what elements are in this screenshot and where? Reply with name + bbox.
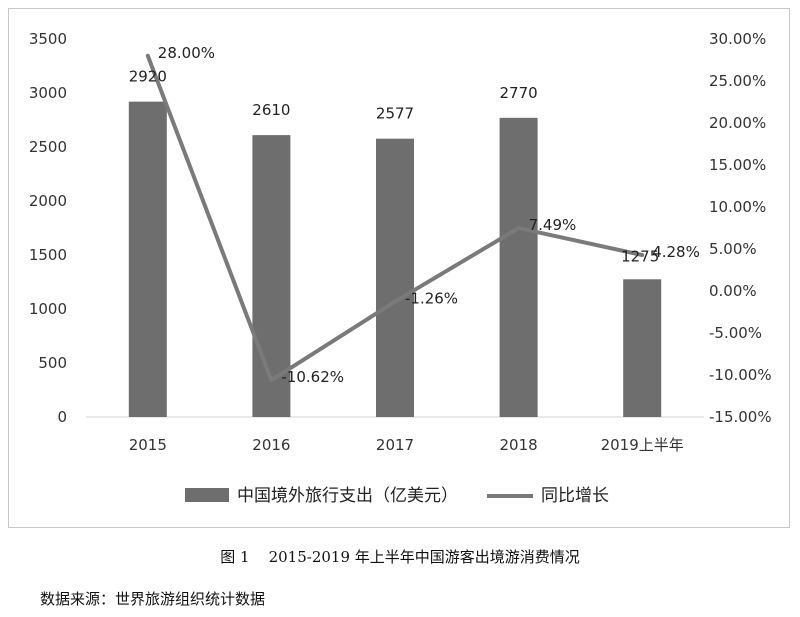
figure-caption: 图 1 2015-2019 年上半年中国游客出境游消费情况 bbox=[220, 548, 580, 566]
growth-value-label: 28.00% bbox=[158, 44, 215, 62]
x-tick-label: 2015 bbox=[129, 436, 167, 454]
y-left-tick-label: 3000 bbox=[29, 84, 67, 102]
line-point bbox=[269, 378, 274, 383]
y-right-tick-label: -10.00% bbox=[709, 366, 772, 384]
bar bbox=[128, 101, 167, 417]
y-right-tick-label: -5.00% bbox=[709, 324, 762, 342]
bar-value-label: 2920 bbox=[129, 68, 167, 86]
x-tick-label: 2018 bbox=[500, 436, 538, 454]
combo-chart: 0 500 1000 1500 2000 2500 3000 3500 -15.00% -10.0… bbox=[29, 30, 772, 506]
data-source-note: 数据来源：世界旅游组织统计数据 bbox=[40, 590, 266, 608]
y-left-tick-label: 2500 bbox=[29, 138, 67, 156]
line-point bbox=[145, 53, 150, 58]
bar-value-label: 2577 bbox=[376, 105, 414, 123]
legend-bar-swatch bbox=[185, 488, 229, 502]
y-right-tick-label: 5.00% bbox=[709, 240, 757, 258]
bar bbox=[376, 138, 414, 417]
bar-value-label: 2610 bbox=[252, 101, 290, 119]
growth-value-label: -10.62% bbox=[281, 368, 344, 386]
y-left-tick-label: 0 bbox=[57, 408, 67, 426]
growth-value-label: 7.49% bbox=[529, 216, 577, 234]
x-tick-label: 2019上半年 bbox=[601, 436, 684, 454]
y-right-tick-label: 25.00% bbox=[709, 72, 766, 90]
growth-value-label: -1.26% bbox=[405, 290, 458, 308]
x-tick-label: 2016 bbox=[252, 436, 290, 454]
chart-frame: 0 500 1000 1500 2000 2500 3000 3500 -15.00% -10.0… bbox=[8, 8, 790, 528]
legend-line-label: 同比增长 bbox=[541, 486, 609, 506]
bar-value-label: 1275 bbox=[621, 247, 659, 265]
bar bbox=[623, 279, 662, 417]
y-left-tick-label: 1000 bbox=[29, 300, 67, 318]
y-right-tick-label: -15.00% bbox=[709, 408, 772, 426]
legend-bar-label: 中国境外旅行支出（亿美元） bbox=[237, 486, 458, 506]
y-right-tick-label: 30.00% bbox=[709, 30, 766, 48]
growth-value-label: 4.28% bbox=[652, 243, 700, 261]
line-point bbox=[640, 253, 645, 258]
y-right-tick-label: 20.00% bbox=[709, 114, 766, 132]
y-right-tick-label: 15.00% bbox=[709, 156, 766, 174]
y-right-tick-label: 10.00% bbox=[709, 198, 766, 216]
y-left-tick-label: 3500 bbox=[29, 30, 67, 48]
line-point bbox=[393, 299, 397, 304]
bar bbox=[499, 117, 538, 417]
line-point bbox=[516, 226, 521, 231]
y-left-tick-label: 1500 bbox=[29, 246, 67, 264]
y-right-tick-label: 0.00% bbox=[709, 282, 757, 300]
y-left-tick-label: 500 bbox=[38, 354, 67, 372]
bar-value-label: 2770 bbox=[500, 84, 538, 102]
y-left-tick-label: 2000 bbox=[29, 192, 67, 210]
x-tick-label: 2017 bbox=[376, 436, 414, 454]
